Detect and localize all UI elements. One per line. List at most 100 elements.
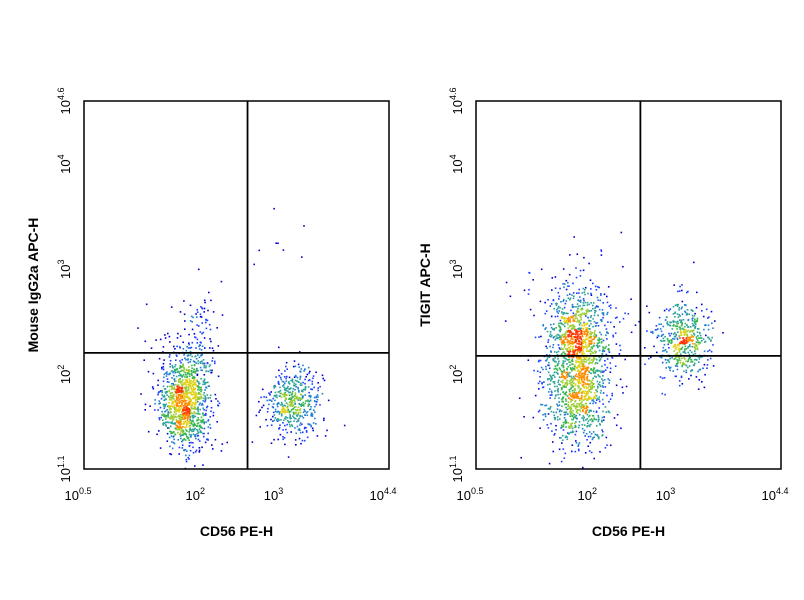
data-point (693, 332, 695, 335)
data-point (565, 400, 567, 402)
data-point (562, 448, 565, 450)
data-point (300, 384, 303, 386)
data-point (182, 373, 185, 376)
data-point (546, 359, 548, 361)
data-point (179, 391, 182, 393)
data-point (543, 381, 545, 383)
data-point (576, 379, 578, 381)
data-point (595, 389, 597, 391)
data-point (170, 417, 172, 420)
data-point (177, 405, 179, 407)
data-point (182, 426, 184, 428)
data-point (570, 404, 573, 406)
data-point (197, 397, 199, 399)
data-point (668, 309, 670, 312)
data-point (589, 419, 592, 421)
data-point (275, 376, 277, 378)
data-point (701, 381, 703, 383)
data-point (607, 348, 609, 351)
data-point (552, 346, 554, 349)
data-point (710, 340, 712, 342)
data-point (544, 301, 546, 304)
data-point (577, 448, 580, 451)
data-point (182, 393, 185, 396)
data-point (299, 403, 302, 406)
data-point (653, 345, 655, 348)
data-point (181, 386, 183, 389)
data-point (205, 381, 208, 384)
data-point (579, 343, 582, 346)
data-point (597, 339, 599, 341)
data-point (565, 331, 567, 334)
data-point (699, 368, 702, 371)
data-point (547, 407, 550, 410)
data-point (567, 327, 570, 329)
data-point (164, 334, 166, 336)
data-point (207, 432, 209, 435)
data-point (601, 429, 603, 431)
data-point (169, 430, 171, 433)
data-point (585, 406, 588, 408)
data-point (180, 423, 182, 425)
tick-exponent: 4.4 (776, 486, 789, 496)
data-point (673, 338, 676, 340)
data-point (173, 378, 176, 380)
data-point (565, 321, 567, 324)
data-point (574, 384, 577, 387)
data-point (564, 337, 567, 340)
data-point (569, 413, 572, 415)
data-point (169, 445, 171, 448)
tick-base: 10 (450, 468, 465, 482)
data-point (166, 385, 169, 388)
data-point (185, 349, 188, 352)
data-point (301, 256, 303, 258)
data-point (170, 453, 173, 456)
data-point (568, 351, 570, 354)
data-point (173, 406, 175, 409)
data-point (668, 361, 670, 363)
data-point (562, 429, 565, 431)
data-point (592, 325, 594, 328)
data-point (202, 407, 204, 409)
data-point (280, 404, 282, 406)
data-point (696, 291, 698, 294)
data-point (579, 358, 581, 360)
data-point (563, 417, 566, 419)
data-point (175, 391, 177, 393)
data-point (672, 370, 674, 372)
data-point (683, 331, 686, 334)
data-point (575, 440, 577, 442)
data-point (171, 432, 174, 434)
data-point (168, 406, 171, 408)
data-point (547, 427, 550, 429)
data-point (597, 416, 600, 419)
data-point (569, 415, 572, 417)
data-point (570, 411, 573, 413)
data-point (159, 447, 162, 449)
data-point (572, 312, 575, 314)
data-point (168, 396, 171, 399)
data-point (660, 356, 663, 359)
data-point (588, 262, 590, 265)
data-point (656, 328, 659, 330)
data-point (312, 377, 314, 380)
data-point (574, 389, 576, 392)
data-point (553, 329, 555, 331)
data-point (316, 394, 319, 396)
data-point (181, 358, 183, 361)
data-point (559, 348, 561, 350)
data-point (185, 434, 188, 436)
data-point (566, 330, 568, 333)
data-point (296, 415, 299, 417)
data-point (532, 279, 534, 281)
data-point (589, 352, 592, 355)
data-point (575, 411, 578, 413)
data-point (287, 421, 290, 424)
data-point (188, 383, 191, 385)
data-point (579, 382, 582, 384)
data-point (177, 422, 180, 424)
data-point (285, 406, 288, 409)
data-point (560, 380, 562, 383)
data-point (215, 398, 217, 400)
data-point (572, 332, 575, 335)
